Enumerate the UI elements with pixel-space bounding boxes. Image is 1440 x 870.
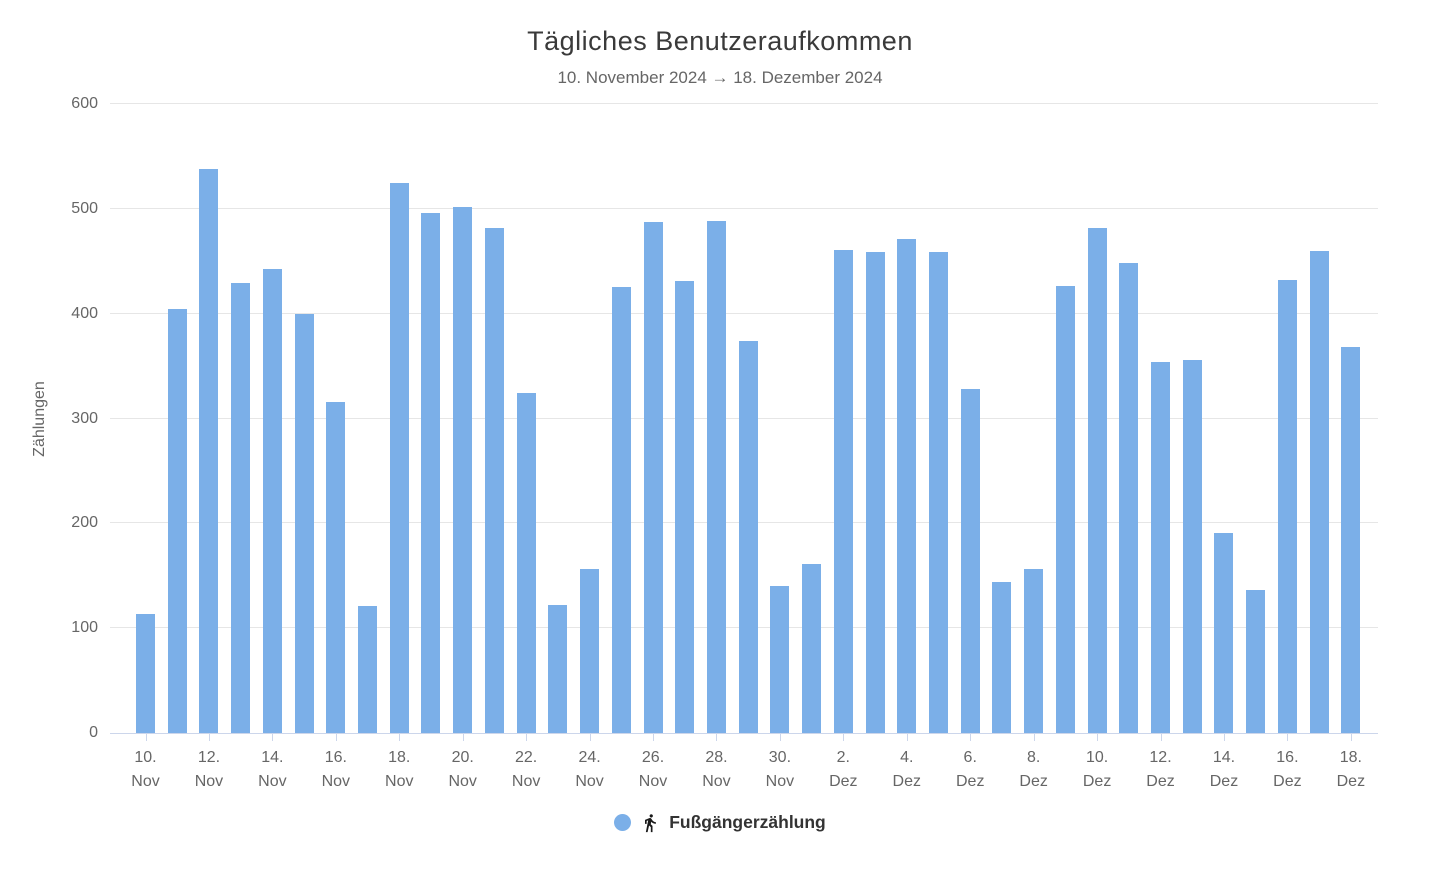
x-axis-label-24-Nov: 24. Nov bbox=[575, 749, 604, 790]
bar-13-Dez[interactable] bbox=[1182, 359, 1202, 733]
legend-marker-dot bbox=[614, 814, 632, 831]
x-axis-tick bbox=[145, 734, 147, 741]
y-axis-label-200: 200 bbox=[71, 514, 98, 532]
x-axis-label-2-Dez: 2. Dez bbox=[829, 749, 858, 790]
bar-13-Nov[interactable] bbox=[231, 283, 251, 733]
bar-23-Nov[interactable] bbox=[548, 605, 568, 733]
x-axis-tick bbox=[589, 734, 591, 741]
bar-10-Nov[interactable] bbox=[136, 613, 155, 733]
x-axis-label-10-Dez: 10. Dez bbox=[1082, 749, 1112, 790]
y-axis-label-400: 400 bbox=[71, 304, 98, 322]
bar-14-Dez[interactable] bbox=[1214, 532, 1234, 733]
y-axis-label-500: 500 bbox=[71, 199, 98, 217]
x-axis-label-28-Nov: 28. Nov bbox=[702, 749, 731, 790]
bar-4-Dez[interactable] bbox=[897, 239, 917, 733]
x-axis-label-18-Dez: 18. Dez bbox=[1336, 749, 1366, 790]
plot-area: 10. Nov 12. Nov 14. Nov 16. Nov 18. Nov 20. Nov 22. N… bbox=[110, 103, 1378, 790]
bar-24-Nov[interactable] bbox=[580, 569, 600, 733]
x-axis-tick bbox=[716, 734, 718, 741]
bar-26-Nov[interactable] bbox=[643, 222, 663, 733]
bar-12-Dez[interactable] bbox=[1151, 361, 1171, 733]
bar-11-Nov[interactable] bbox=[167, 309, 187, 733]
chart-title: Tägliches Benutzeraufkommen bbox=[527, 26, 913, 56]
bar-18-Nov[interactable] bbox=[389, 182, 409, 733]
bar-7-Dez[interactable] bbox=[992, 582, 1012, 733]
bar-29-Nov[interactable] bbox=[738, 340, 758, 733]
x-axis-tick bbox=[399, 734, 401, 741]
legend-item[interactable]: Fußgängerzählung bbox=[0, 812, 1440, 833]
chart-subtitle: 10. November 2024 → 18. Dezember 2024 bbox=[557, 68, 883, 87]
bar-1-Dez[interactable] bbox=[802, 564, 822, 733]
bar-6-Dez[interactable] bbox=[960, 389, 980, 733]
x-axis-label-8-Dez: 8. Dez bbox=[1019, 749, 1048, 790]
x-axis-tick bbox=[1287, 734, 1289, 741]
x-axis-tick bbox=[272, 734, 274, 741]
x-axis-label-16-Nov: 16. Nov bbox=[321, 749, 351, 790]
y-axis-label-0: 0 bbox=[89, 724, 98, 741]
x-axis-tick bbox=[1223, 734, 1225, 741]
x-axis-tick bbox=[906, 734, 908, 741]
x-axis-tick bbox=[1033, 734, 1035, 741]
pedestrian-icon bbox=[645, 813, 657, 832]
x-axis-label-20-Nov: 20. Nov bbox=[448, 749, 477, 790]
x-axis-tick bbox=[843, 734, 845, 741]
x-axis-label-22-Nov: 22. Nov bbox=[511, 749, 541, 790]
x-axis-line bbox=[110, 733, 1378, 734]
bar-5-Dez[interactable] bbox=[929, 251, 948, 733]
x-axis-label-14-Nov: 14. Nov bbox=[258, 749, 287, 790]
bar-20-Nov[interactable] bbox=[453, 206, 473, 733]
bar-15-Dez[interactable] bbox=[1246, 590, 1266, 733]
bar-16-Nov[interactable] bbox=[326, 401, 346, 733]
x-axis-label-4-Dez: 4. Dez bbox=[892, 749, 921, 790]
x-axis-label-14-Dez: 14. Dez bbox=[1209, 749, 1239, 790]
bar-14-Nov[interactable] bbox=[262, 268, 282, 733]
x-axis-label-30-Nov: 30. Nov bbox=[765, 749, 795, 790]
x-axis-label-6-Dez: 6. Dez bbox=[955, 749, 985, 790]
bar-17-Dez[interactable] bbox=[1309, 250, 1329, 733]
bar-12-Nov[interactable] bbox=[199, 169, 219, 733]
x-axis-label-10-Nov: 10. Nov bbox=[131, 749, 160, 790]
x-axis-tick bbox=[1097, 734, 1099, 741]
x-axis-label-18-Nov: 18. Nov bbox=[385, 749, 414, 790]
bar-8-Dez[interactable] bbox=[1024, 569, 1044, 733]
bar-17-Nov[interactable] bbox=[358, 606, 378, 733]
gridline-500 bbox=[110, 207, 1378, 209]
bar-10-Dez[interactable] bbox=[1087, 227, 1107, 733]
legend-label: Fußgängerzählung bbox=[669, 812, 826, 832]
bar-22-Nov[interactable] bbox=[516, 393, 536, 733]
x-axis-label-16-Dez: 16. Dez bbox=[1273, 749, 1302, 790]
bar-11-Dez[interactable] bbox=[1119, 263, 1139, 733]
bar-15-Nov[interactable] bbox=[294, 313, 314, 733]
x-axis-tick bbox=[526, 734, 528, 741]
bar-21-Nov[interactable] bbox=[484, 227, 504, 733]
bar-28-Nov[interactable] bbox=[706, 221, 726, 733]
x-axis-tick bbox=[208, 734, 210, 741]
x-axis-label-12-Nov: 12. Nov bbox=[194, 749, 224, 790]
bar-18-Dez[interactable] bbox=[1341, 347, 1361, 733]
x-axis-label-12-Dez: 12. Dez bbox=[1146, 749, 1175, 790]
bar-30-Nov[interactable] bbox=[770, 586, 790, 733]
y-axis-label-300: 300 bbox=[71, 409, 98, 427]
bar-27-Nov[interactable] bbox=[675, 281, 695, 733]
x-axis-tick bbox=[462, 734, 464, 741]
y-axis-label-100: 100 bbox=[71, 619, 98, 637]
x-axis-label-26-Nov: 26. Nov bbox=[638, 749, 668, 790]
bar-9-Dez[interactable] bbox=[1055, 286, 1075, 733]
y-axis-labels: 0 100 200 300 400 500 600 bbox=[40, 95, 98, 741]
x-axis-tick bbox=[970, 734, 972, 741]
y-axis-label-600: 600 bbox=[71, 95, 98, 112]
x-axis-tick bbox=[1160, 734, 1162, 741]
bar-3-Dez[interactable] bbox=[865, 251, 885, 733]
gridline-600 bbox=[110, 103, 1378, 104]
x-axis-tick bbox=[653, 734, 655, 741]
x-axis-tick bbox=[779, 734, 781, 741]
bar-19-Nov[interactable] bbox=[421, 213, 441, 733]
x-axis-tick bbox=[1350, 734, 1352, 741]
bar-25-Nov[interactable] bbox=[611, 287, 631, 733]
gridline-400 bbox=[110, 312, 1378, 314]
bar-2-Dez[interactable] bbox=[833, 249, 853, 733]
x-axis-tick bbox=[335, 734, 337, 741]
bar-16-Dez[interactable] bbox=[1277, 280, 1297, 733]
